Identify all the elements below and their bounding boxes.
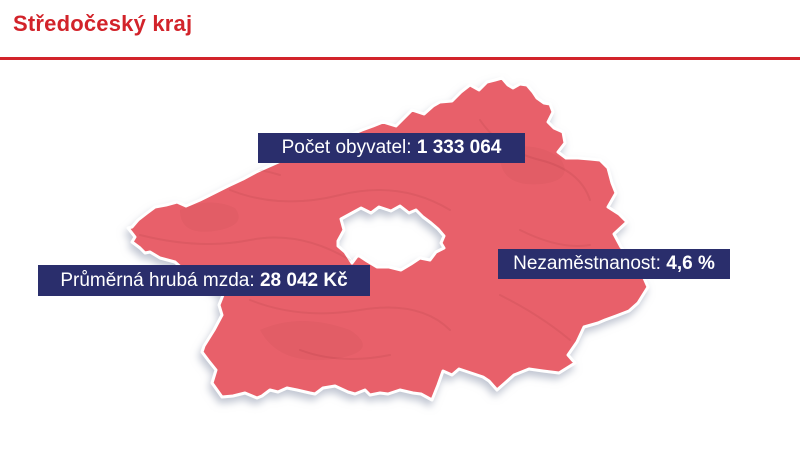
stat-callout-population: Počet obyvatel: 1 333 064 bbox=[258, 133, 525, 163]
region-shape-with-capital-hole bbox=[126, 76, 650, 402]
stat-value: 1 333 064 bbox=[416, 137, 502, 158]
stat-label: Počet obyvatel: bbox=[281, 137, 412, 158]
stat-value: 28 042 Kč bbox=[259, 269, 348, 291]
stat-label: Průměrná hrubá mzda: bbox=[60, 269, 255, 291]
stat-callout-average-wage: Průměrná hrubá mzda: 28 042 Kč bbox=[38, 265, 370, 296]
stat-callout-unemployment: Nezaměstnanost: 4,6 % bbox=[498, 249, 730, 279]
title-divider bbox=[0, 57, 800, 60]
stat-value: 4,6 % bbox=[666, 253, 715, 274]
stat-label: Nezaměstnanost: bbox=[513, 253, 661, 274]
page-title: Středočeský kraj bbox=[13, 11, 193, 36]
